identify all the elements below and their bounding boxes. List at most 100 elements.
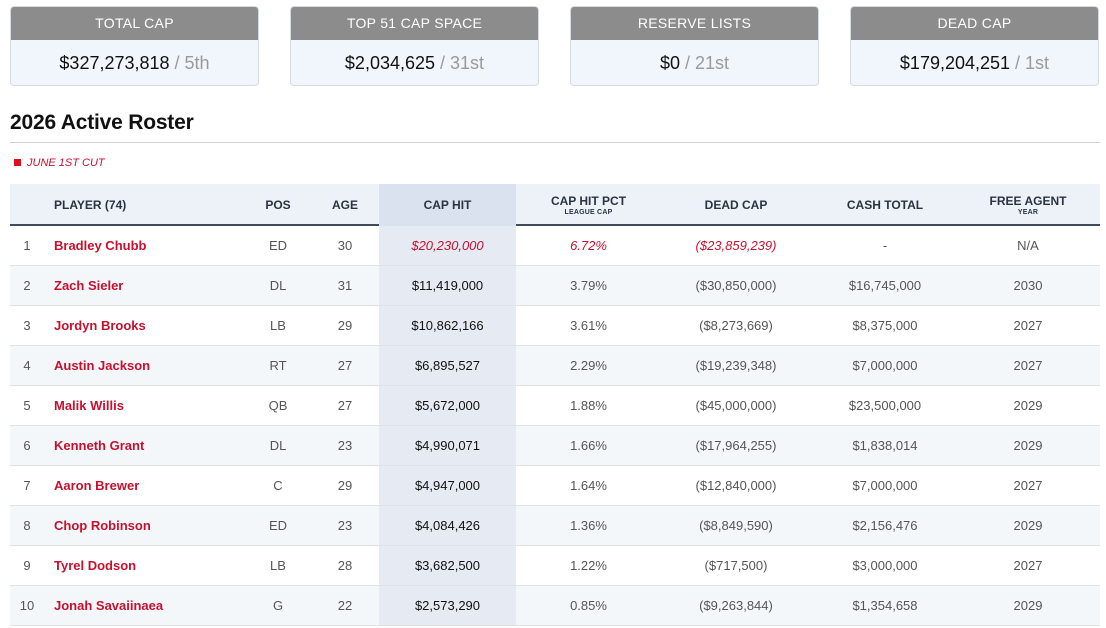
- column-header-cap-hit-pct-sub: LEAGUE CAP: [564, 209, 613, 216]
- cap-hit-pct-cell: 2.29%: [570, 358, 607, 373]
- player-name-link[interactable]: Tyrel Dodson: [54, 558, 137, 573]
- table-row: 8 Chop Robinson ED 23 $4,084,426 1.36% ($8,849…: [10, 506, 1100, 546]
- card-label: TOP 51 CAP SPACE: [291, 7, 538, 40]
- age-cell: 27: [337, 358, 353, 373]
- position-cell: LB: [270, 318, 286, 333]
- cash-total-cell: $1,838,014: [852, 438, 918, 453]
- cap-hit-cell: $20,230,000: [379, 226, 516, 265]
- summary-cards: TOTAL CAP $327,273,818 / 5th TOP 51 CAP …: [10, 6, 1100, 86]
- row-number: 5: [23, 398, 31, 413]
- player-name-link[interactable]: Kenneth Grant: [54, 438, 145, 453]
- player-name-link[interactable]: Aaron Brewer: [54, 478, 140, 493]
- cap-hit-cell: $6,895,527: [379, 346, 516, 385]
- card-label: RESERVE LISTS: [571, 7, 818, 40]
- free-agent-year-cell: 2029: [1013, 518, 1043, 533]
- column-header-free-agent[interactable]: FREE AGENT YEAR: [959, 184, 1097, 226]
- free-agent-year-cell: 2029: [1013, 398, 1043, 413]
- table-body: 1 Bradley Chubb ED 30 $20,230,000 6.72% ($23,8…: [10, 226, 1100, 626]
- table-row: 4 Austin Jackson RT 27 $6,895,527 2.29% ($19,2…: [10, 346, 1100, 386]
- column-header-cap-hit-pct[interactable]: CAP HIT PCT LEAGUE CAP: [516, 184, 661, 226]
- table-row: 2 Zach Sieler DL 31 $11,419,000 3.79% ($30,850…: [10, 266, 1100, 306]
- cap-hit-pct-cell: 0.85%: [570, 598, 607, 613]
- column-header-cap-hit[interactable]: CAP HIT: [379, 184, 516, 226]
- card-label: DEAD CAP: [851, 7, 1098, 40]
- dead-cap-cell: ($23,859,239): [695, 238, 777, 253]
- dead-cap-cell: ($19,239,348): [695, 358, 777, 373]
- legend-label: JUNE 1ST CUT: [27, 157, 105, 169]
- player-name-link[interactable]: Zach Sieler: [54, 278, 124, 293]
- free-agent-year-cell: 2029: [1013, 598, 1043, 613]
- age-cell: 28: [337, 558, 353, 573]
- free-agent-year-cell: 2027: [1013, 318, 1043, 333]
- player-name-link[interactable]: Bradley Chubb: [54, 238, 147, 253]
- position-cell: C: [273, 478, 283, 493]
- player-name-link[interactable]: Jonah Savaiinaea: [54, 598, 164, 613]
- row-number: 4: [23, 358, 31, 373]
- free-agent-year-cell: 2027: [1013, 558, 1043, 573]
- summary-card-reserve-lists: RESERVE LISTS $0 / 21st: [570, 6, 819, 86]
- summary-card-top-51-cap-space: TOP 51 CAP SPACE $2,034,625 / 31st: [290, 6, 539, 86]
- column-header-age[interactable]: AGE: [331, 198, 358, 212]
- cap-hit-cell: $4,990,071: [379, 426, 516, 465]
- player-name-link[interactable]: Malik Willis: [54, 398, 124, 413]
- cap-hit-pct-cell: 1.64%: [570, 478, 607, 493]
- column-header-cash-total[interactable]: CASH TOTAL: [846, 198, 924, 212]
- card-rank: / 1st: [1015, 53, 1050, 73]
- age-cell: 29: [337, 478, 353, 493]
- summary-card-dead-cap: DEAD CAP $179,204,251 / 1st: [850, 6, 1099, 86]
- free-agent-year-cell: 2029: [1013, 438, 1043, 453]
- legend-swatch: [14, 159, 21, 166]
- row-number: 6: [23, 438, 31, 453]
- table-row: 1 Bradley Chubb ED 30 $20,230,000 6.72% ($23,8…: [10, 226, 1100, 266]
- cap-hit-pct-cell: 3.79%: [570, 278, 607, 293]
- dead-cap-cell: ($30,850,000): [695, 278, 777, 293]
- table-row: 5 Malik Willis QB 27 $5,672,000 1.88% ($45,000…: [10, 386, 1100, 426]
- position-cell: LB: [270, 558, 286, 573]
- cap-hit-cell: $10,862,166: [379, 306, 516, 345]
- card-label: TOTAL CAP: [11, 7, 258, 40]
- cap-hit-pct-cell: 3.61%: [570, 318, 607, 333]
- column-header-free-agent-sub: YEAR: [1017, 209, 1039, 216]
- column-header-free-agent-label: FREE AGENT: [989, 194, 1067, 208]
- cash-total-cell: $3,000,000: [852, 558, 918, 573]
- section-divider: [10, 142, 1100, 143]
- cap-hit-pct-cell: 1.22%: [570, 558, 607, 573]
- row-number: 7: [23, 478, 31, 493]
- cash-total-cell: $7,000,000: [852, 358, 918, 373]
- cap-hit-cell: $4,947,000: [379, 466, 516, 505]
- player-name-link[interactable]: Austin Jackson: [54, 358, 151, 373]
- cap-hit-pct-cell: 6.72%: [570, 238, 607, 253]
- column-header-dead-cap[interactable]: DEAD CAP: [704, 198, 768, 212]
- free-agent-year-cell: N/A: [1017, 238, 1039, 253]
- cash-total-cell: $23,500,000: [848, 398, 922, 413]
- cap-hit-pct-cell: 1.88%: [570, 398, 607, 413]
- cash-total-cell: $7,000,000: [852, 478, 918, 493]
- card-value: $2,034,625: [344, 53, 436, 73]
- june-1st-cut-legend: JUNE 1ST CUT: [14, 157, 105, 169]
- age-cell: 23: [337, 438, 353, 453]
- cap-hit-pct-cell: 1.36%: [570, 518, 607, 533]
- position-cell: ED: [268, 518, 288, 533]
- age-cell: 30: [337, 238, 353, 253]
- player-name-link[interactable]: Chop Robinson: [54, 518, 151, 533]
- dead-cap-cell: ($45,000,000): [695, 398, 777, 413]
- cap-hit-pct-cell: 1.66%: [570, 438, 607, 453]
- cash-total-cell: $16,745,000: [848, 278, 922, 293]
- column-header-pos[interactable]: POS: [265, 198, 291, 212]
- player-name-link[interactable]: Jordyn Brooks: [54, 318, 146, 333]
- age-cell: 27: [337, 398, 353, 413]
- column-header-player[interactable]: PLAYER (74): [54, 198, 127, 212]
- free-agent-year-cell: 2030: [1013, 278, 1043, 293]
- row-number: 9: [23, 558, 31, 573]
- cap-hit-cell: $5,672,000: [379, 386, 516, 425]
- age-cell: 29: [337, 318, 353, 333]
- cash-total-cell: $8,375,000: [852, 318, 918, 333]
- dead-cap-cell: ($8,849,590): [699, 518, 773, 533]
- table-header: PLAYER (74) POS AGE CAP HIT CAP HIT PCT L…: [10, 184, 1100, 226]
- dead-cap-cell: ($717,500): [704, 558, 768, 573]
- row-number: 8: [23, 518, 31, 533]
- roster-table: PLAYER (74) POS AGE CAP HIT CAP HIT PCT L…: [10, 184, 1100, 626]
- cash-total-cell: $1,354,658: [852, 598, 918, 613]
- free-agent-year-cell: 2027: [1013, 358, 1043, 373]
- card-rank: / 5th: [174, 53, 210, 73]
